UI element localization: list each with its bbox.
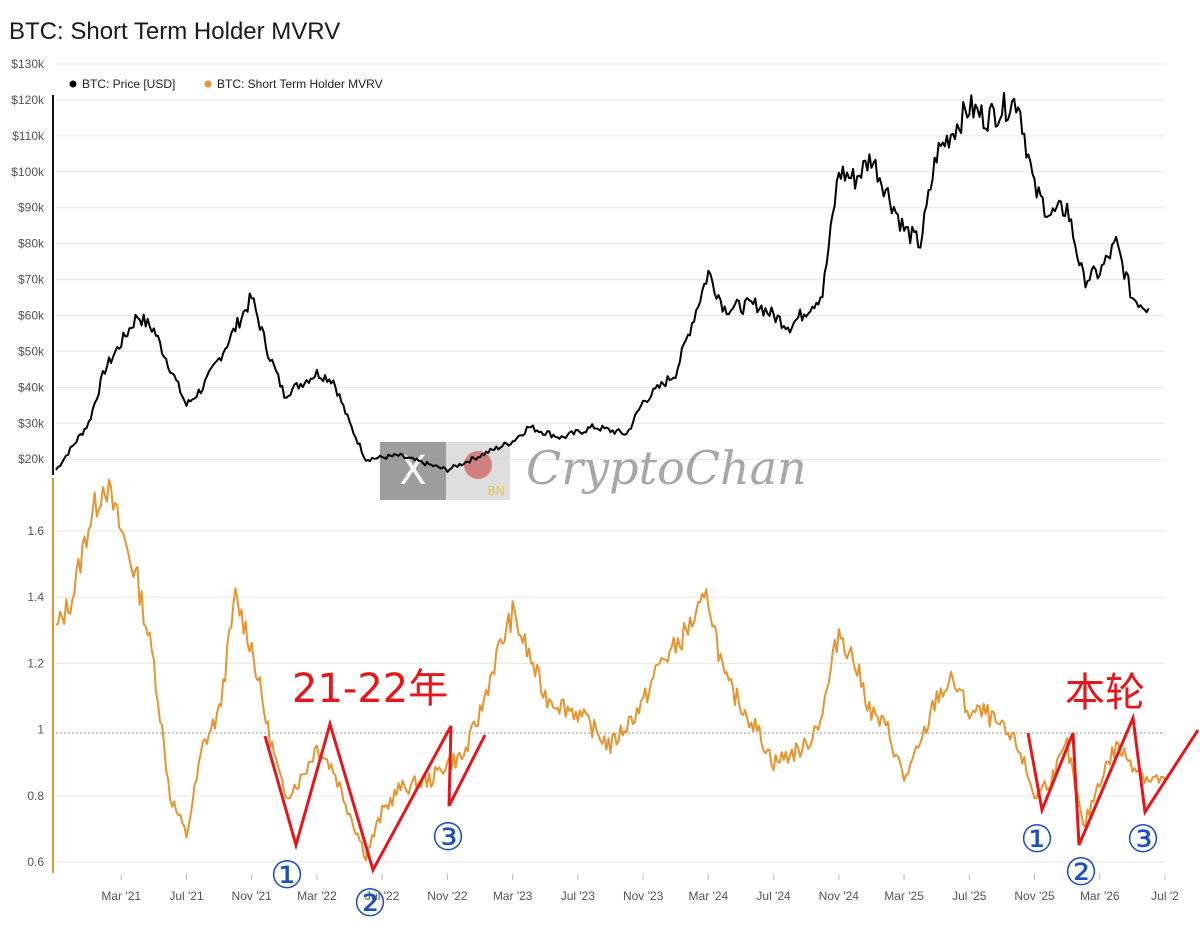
watermark-avatar-figure (464, 451, 492, 479)
price-y-tick: $80k (18, 237, 45, 251)
marker-1-2021-22: ① (270, 853, 304, 897)
legend-mvrv-dot (204, 80, 212, 88)
x-tick-label: Mar '22 (297, 889, 337, 903)
price-y-tick: $20k (18, 452, 45, 466)
price-y-tick: $50k (18, 344, 45, 358)
mvrv-y-tick: 1 (37, 723, 44, 737)
mvrv-y-tick: 0.8 (27, 789, 44, 803)
x-tick-label: Jul '2 (1151, 889, 1179, 903)
x-tick-label: Nov '22 (427, 889, 468, 903)
x-tick-label: Jul '25 (952, 889, 987, 903)
x-tick-label: Nov '23 (623, 889, 664, 903)
marker-2-2021-22: ② (353, 881, 387, 925)
price-y-tick: $100k (11, 165, 45, 179)
price-y-tick: $90k (18, 201, 45, 215)
x-tick-label: Jul '23 (561, 889, 596, 903)
legend: BTC: Price [USD] BTC: Short Term Holder … (69, 77, 383, 91)
price-y-tick: $30k (18, 416, 45, 430)
watermark-text: CryptoChan (526, 441, 807, 495)
zigzag-current-cycle (1026, 712, 1200, 846)
price-gridlines (56, 63, 1165, 460)
price-y-axis: $130k $120k $110k $100k $90k $80k $70k $60k $50k… (11, 57, 45, 466)
x-tick-label: Mar '23 (493, 889, 533, 903)
mvrv-y-tick: 1.2 (27, 656, 44, 670)
annotation-zigzags (263, 712, 1200, 874)
x-tick-label: Nov '24 (819, 889, 860, 903)
x-tick-label: Mar '26 (1080, 889, 1120, 903)
marker-2-current: ② (1064, 850, 1098, 894)
marker-1-current: ① (1020, 817, 1054, 861)
annotation-21-22-label: 21-22年 (292, 666, 448, 712)
series-mvrv-line (55, 478, 1166, 862)
x-tick-label: Nov '25 (1014, 889, 1055, 903)
x-tick-label: Jul '21 (169, 889, 204, 903)
annotation-current-cycle-label: 本轮 (1065, 670, 1145, 716)
mvrv-y-tick: 0.6 (27, 855, 44, 869)
legend-price-dot (69, 80, 77, 88)
chart-title: BTC: Short Term Holder MVRV (9, 18, 341, 45)
watermark-badge (380, 442, 446, 500)
price-y-tick: $120k (11, 93, 45, 107)
x-tick-label: Mar '25 (884, 889, 924, 903)
price-y-tick: $60k (18, 309, 45, 323)
watermark-bn-tag: BN (487, 484, 504, 498)
price-y-tick: $130k (11, 57, 45, 71)
marker-3-current: ③ (1126, 817, 1160, 861)
x-tick-label: Mar '21 (101, 889, 141, 903)
legend-mvrv-label: BTC: Short Term Holder MVRV (217, 77, 383, 91)
mvrv-y-tick: 1.4 (27, 590, 44, 604)
marker-3-2021-22: ③ (431, 815, 465, 859)
mvrv-axis-bar (52, 478, 54, 873)
x-tick-label: Mar '24 (689, 889, 729, 903)
x-axis: Mar '21 Jul '21 Nov '21 Mar '22 Jul '22 Nov '… (101, 874, 1179, 903)
legend-price-label: BTC: Price [USD] (82, 77, 175, 91)
price-axis-bar (52, 95, 54, 475)
watermark: X BN CryptoChan (380, 441, 807, 500)
mvrv-y-axis: 1.6 1.4 1.2 1 0.8 0.6 (27, 524, 44, 869)
x-tick-label: Nov '21 (232, 889, 273, 903)
x-tick-label: Jul '22 (365, 889, 400, 903)
price-y-tick: $40k (18, 380, 45, 394)
x-tick-label: Jul '24 (756, 889, 791, 903)
zigzag-2021-22 (263, 718, 487, 874)
price-y-tick: $110k (12, 129, 45, 143)
mvrv-gridlines (56, 530, 1165, 863)
mvrv-y-tick: 1.6 (27, 524, 44, 538)
series-price-line (55, 92, 1150, 473)
price-y-tick: $70k (18, 273, 45, 287)
